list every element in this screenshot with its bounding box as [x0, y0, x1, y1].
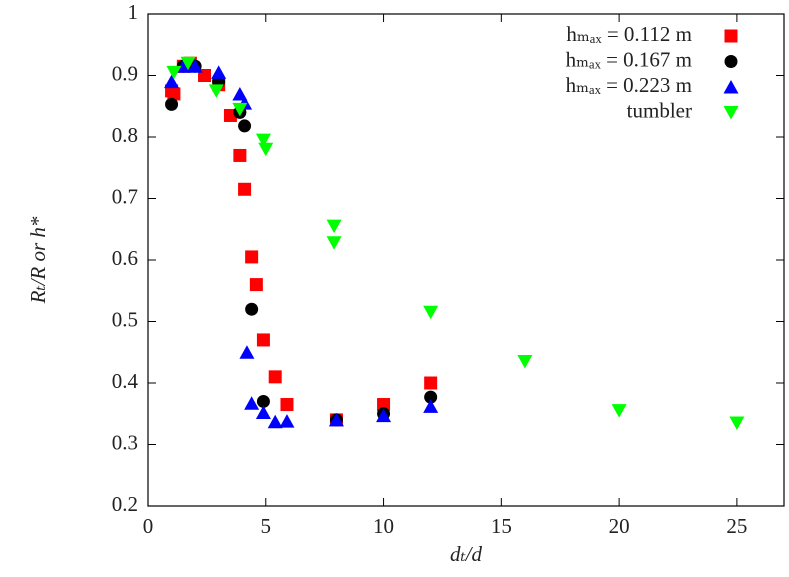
marker [249, 278, 263, 292]
y-tick-label: 0.3 [112, 430, 138, 454]
marker [256, 394, 270, 408]
y-tick-label: 0.7 [112, 184, 138, 208]
x-axis-label: dₜ/d [450, 542, 483, 566]
marker [187, 59, 203, 73]
marker [424, 376, 438, 390]
x-tick-label: 0 [143, 514, 154, 538]
y-axis-label: Rₜ/R or h* [26, 216, 50, 304]
marker [267, 414, 283, 429]
marker [424, 390, 438, 404]
marker [165, 97, 179, 111]
legend-label: hₘₐₓ = 0.112 m [566, 22, 692, 46]
marker [166, 65, 182, 80]
y-tick-label: 0.8 [112, 123, 138, 147]
marker [239, 345, 255, 359]
marker [211, 65, 227, 79]
x-tick-label: 10 [373, 514, 394, 538]
marker [233, 148, 247, 162]
legend-marker [724, 29, 738, 43]
marker [517, 354, 533, 369]
legend-marker [723, 106, 739, 120]
marker [255, 133, 271, 148]
x-tick-label: 5 [261, 514, 272, 538]
marker [611, 404, 627, 418]
marker [180, 56, 196, 71]
marker [245, 302, 259, 316]
marker [377, 398, 391, 412]
legend-label: hₘₐₓ = 0.223 m [566, 73, 692, 97]
marker [328, 412, 344, 427]
y-tick-label: 0.2 [112, 492, 138, 516]
marker [175, 59, 191, 73]
y-tick-label: 0.5 [112, 307, 138, 331]
y-tick-label: 1 [128, 0, 139, 24]
legend-label: hₘₐₓ = 0.167 m [566, 47, 692, 71]
marker [255, 405, 271, 420]
y-tick-label: 0.6 [112, 246, 138, 270]
x-tick-label: 25 [726, 514, 747, 538]
marker [279, 414, 295, 428]
marker [423, 399, 439, 413]
x-tick-label: 15 [491, 514, 512, 538]
marker [164, 74, 180, 89]
marker [326, 236, 342, 250]
marker [167, 87, 181, 101]
y-tick-label: 0.4 [112, 369, 139, 393]
marker [232, 86, 248, 101]
legend-label: tumbler [627, 98, 692, 122]
marker [423, 305, 439, 320]
marker [208, 84, 224, 98]
marker [256, 333, 270, 347]
marker [244, 396, 260, 410]
marker [268, 370, 282, 384]
legend-marker [723, 80, 739, 94]
x-tick-label: 20 [609, 514, 630, 538]
marker [280, 398, 294, 412]
legend-marker [724, 55, 738, 68]
y-tick-label: 0.9 [112, 61, 138, 85]
marker [238, 182, 252, 196]
marker [258, 142, 274, 157]
marker [326, 219, 342, 234]
marker [232, 102, 248, 117]
marker [245, 250, 259, 264]
marker [376, 408, 392, 423]
marker [729, 416, 745, 430]
marker [238, 119, 252, 133]
